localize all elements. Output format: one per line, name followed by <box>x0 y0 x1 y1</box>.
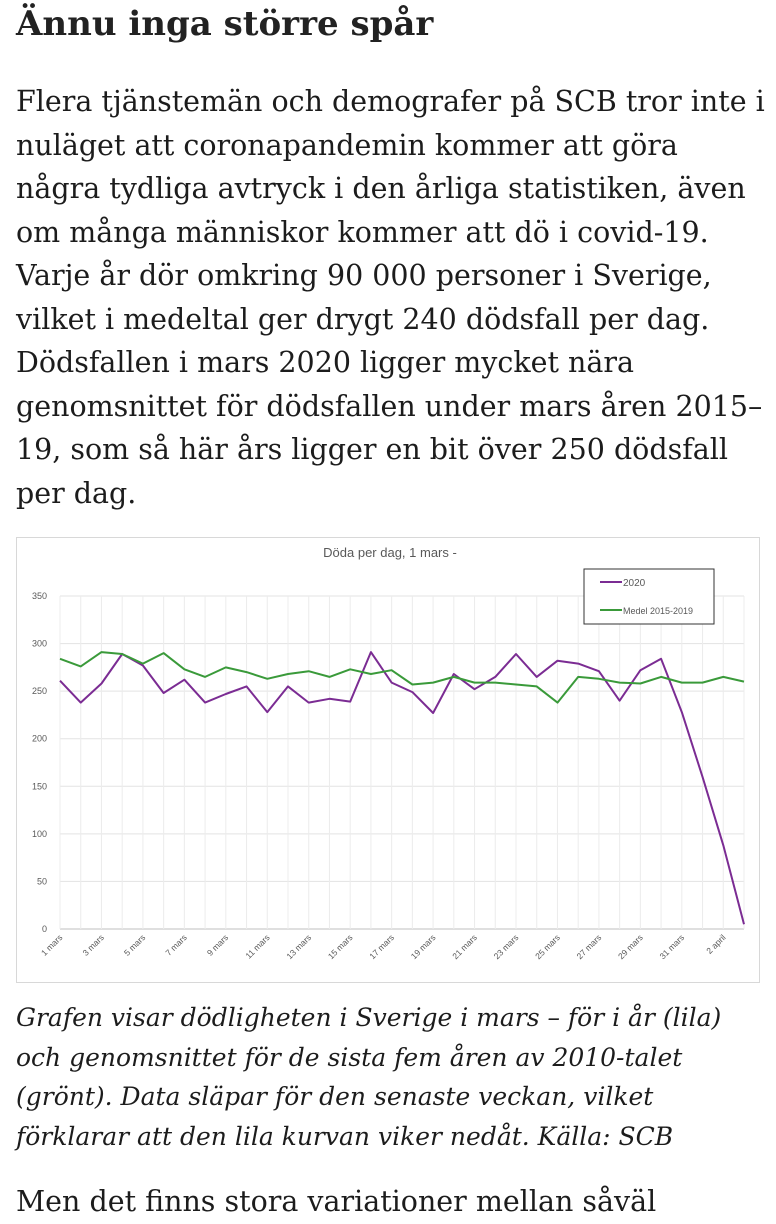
chart-container: Döda per dag, 1 mars - 0 50 100 150 200 250 30… <box>16 537 760 983</box>
y-tick-label: 150 <box>32 781 47 791</box>
x-tick-label: 27 mars <box>575 932 604 961</box>
x-tick-label: 1 mars <box>39 932 64 957</box>
x-tick-label: 5 mars <box>122 932 147 957</box>
next-paragraph: Men det finns stora variationer mellan s… <box>16 1185 657 1218</box>
x-tick-label: 21 mars <box>450 932 479 961</box>
x-tick-label: 11 mars <box>243 932 271 960</box>
x-tick-label: 29 mars <box>616 932 645 961</box>
legend-label-2020: 2020 <box>623 578 646 589</box>
y-tick-label: 350 <box>32 591 47 601</box>
legend-box <box>583 568 715 625</box>
article-heading: Ännu inga större spår <box>16 4 434 44</box>
series-line-medel <box>59 651 745 704</box>
article-paragraph: Flera tjänstemän och demografer på SCB t… <box>16 85 765 510</box>
y-tick-label: 200 <box>32 734 47 744</box>
x-tick-label: 15 mars <box>326 932 355 961</box>
x-tick-label: 31 mars <box>657 932 686 961</box>
x-tick-label: 25 mars <box>533 932 562 961</box>
chart-title: Döda per dag, 1 mars - <box>323 545 457 560</box>
x-tick-label: 13 mars <box>284 932 313 961</box>
x-tick-label: 19 mars <box>409 932 438 961</box>
series-line-2020 <box>59 651 745 925</box>
line-chart: Döda per dag, 1 mars - 0 50 100 150 200 250 30… <box>32 545 745 961</box>
y-tick-label: 0 <box>42 924 47 934</box>
x-tick-label: 9 mars <box>205 932 230 957</box>
chart-legend: 2020 Medel 2015-2019 <box>583 568 715 625</box>
y-tick-label: 300 <box>32 639 47 649</box>
x-tick-label: 7 mars <box>163 932 188 957</box>
chart-caption: Grafen visar dödligheten i Sverige i mar… <box>16 1003 722 1151</box>
y-tick-label: 50 <box>37 876 47 886</box>
x-tick-label: 23 mars <box>492 932 521 961</box>
y-tick-label: 250 <box>32 686 47 696</box>
x-tick-label: 17 mars <box>367 932 396 961</box>
x-tick-label: 2 april <box>704 932 728 956</box>
legend-label-medel: Medel 2015-2019 <box>623 606 693 616</box>
y-tick-label: 100 <box>32 829 47 839</box>
x-tick-label: 3 mars <box>80 932 105 957</box>
